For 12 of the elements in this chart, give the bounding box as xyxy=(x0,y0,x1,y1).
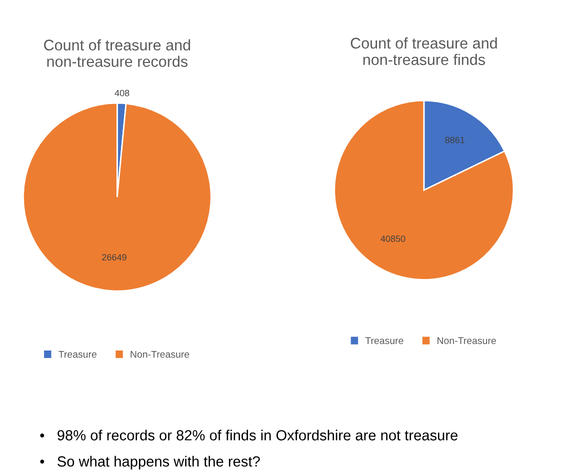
data-label: 40850 xyxy=(380,236,406,242)
data-label: 26649 xyxy=(102,254,126,260)
text: • 98% of records or 82% of finds in Oxfordshire are not treasure xyxy=(40,430,458,440)
chart-title: Count of treasure and non-treasure records xyxy=(44,39,190,67)
data-label: 408 xyxy=(114,90,130,96)
legend-label: Non-Treasure xyxy=(438,337,496,344)
legend-label: Treasure xyxy=(365,337,404,344)
data-label: 8861 xyxy=(445,136,464,144)
text: • So what happens with the rest? xyxy=(40,456,260,470)
chart-title: Count of treasure and non-treasure finds xyxy=(350,37,497,66)
legend-label: Non-Treasure xyxy=(130,350,190,358)
legend-label: Treasure xyxy=(58,350,96,358)
